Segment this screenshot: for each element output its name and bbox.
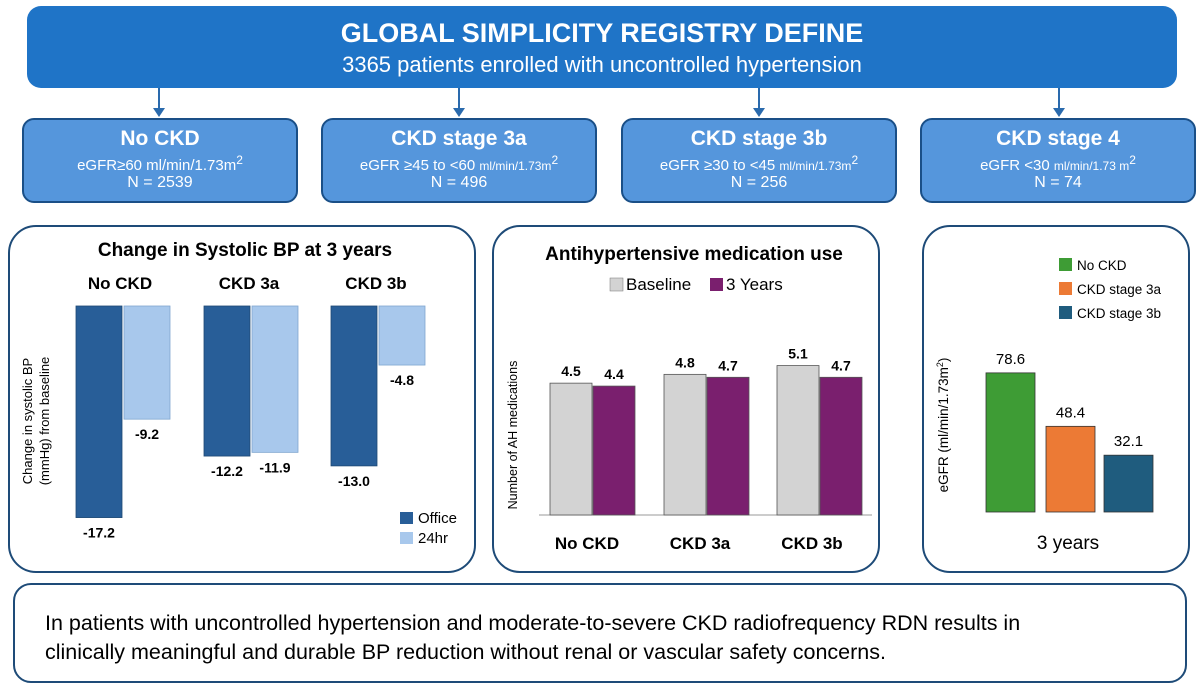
- meds-value-label: 4.7: [718, 357, 738, 373]
- legend-label-office: Office: [418, 510, 457, 527]
- sbp-panel: Change in Systolic BP at 3 years No CKD …: [8, 225, 476, 573]
- egfr-bar: [1103, 454, 1154, 513]
- meds-panel: Antihypertensive medication use Baseline…: [492, 225, 880, 573]
- group-count: N = 256: [730, 174, 788, 191]
- sbp-value-label: -17.2: [83, 525, 115, 541]
- conclusion-box: In patients with uncontrolled hypertensi…: [13, 583, 1187, 683]
- sbp-title: Change in Systolic BP at 3 years: [98, 240, 392, 261]
- legend-swatch-stage-3b: [1059, 306, 1072, 319]
- legend-label-stage-3b: CKD stage 3b: [1077, 306, 1161, 321]
- meds-chart: Antihypertensive medication use Baseline…: [506, 244, 872, 553]
- arrow-down-icon: [1053, 88, 1065, 117]
- meds-title: Antihypertensive medication use: [545, 244, 843, 265]
- sbp-ylabel: Change in systolic BP: [20, 358, 35, 484]
- legend-label-no-ckd: No CKD: [1077, 258, 1127, 273]
- group-name: CKD stage 3a: [391, 127, 527, 150]
- sbp-cat-label: CKD 3b: [345, 274, 406, 293]
- legend-label-24hr: 24hr: [418, 530, 448, 547]
- meds-value-label: 4.7: [831, 357, 851, 373]
- group-count: N = 74: [1034, 174, 1082, 191]
- legend-swatch-24hr: [400, 532, 413, 544]
- sbp-value-label: -9.2: [135, 426, 159, 442]
- group-name: No CKD: [120, 127, 200, 150]
- meds-value-label: 4.4: [604, 366, 624, 382]
- sbp-cat-label: No CKD: [88, 274, 152, 293]
- meds-bar-3-years: [706, 376, 750, 516]
- sbp-bar-24hr: [123, 305, 171, 420]
- sbp-cat-label: CKD 3a: [219, 274, 280, 293]
- registry-title: GLOBAL SIMPLICITY REGISTRY DEFINE: [340, 18, 864, 48]
- meds-value-label: 4.8: [675, 354, 695, 370]
- meds-cat-label: CKD 3a: [670, 534, 731, 553]
- meds-bar-3-years: [592, 385, 636, 516]
- arrow-down-icon: [753, 88, 765, 117]
- group-egfr: eGFR≥60 ml/min/1.73m2: [77, 153, 243, 174]
- meds-bar-3-years: [819, 376, 863, 516]
- legend-swatch-3years: [710, 278, 723, 291]
- meds-bar-baseline: [549, 382, 593, 516]
- group-egfr: eGFR ≥45 to <60 ml/min/1.73m2: [359, 153, 559, 174]
- arrow-down-icon: [453, 88, 465, 117]
- sbp-bar-24hr: [378, 305, 426, 366]
- group-egfr: eGFR ≥30 to <45 ml/min/1.73m2: [659, 153, 859, 174]
- sbp-value-label: -13.0: [338, 473, 370, 489]
- group-no-ckd: No CKD eGFR≥60 ml/min/1.73m2 N = 2539: [22, 118, 298, 203]
- meds-cat-label: No CKD: [555, 534, 619, 553]
- conclusion-line: In patients with uncontrolled hypertensi…: [45, 611, 1021, 635]
- group-count: N = 2539: [127, 174, 193, 191]
- legend-swatch-no-ckd: [1059, 258, 1072, 271]
- egfr-ylabel: eGFR (ml/min/1.73m2): [935, 358, 951, 493]
- legend-label-baseline: Baseline: [626, 275, 691, 294]
- sbp-bar-24hr: [251, 305, 299, 453]
- meds-bar-baseline: [776, 365, 820, 516]
- sbp-bar-office: [203, 305, 251, 457]
- egfr-value-label: 32.1: [1114, 433, 1143, 450]
- egfr-bar: [1045, 425, 1096, 513]
- arrow-down-icon: [153, 88, 165, 117]
- sbp-value-label: -12.2: [211, 463, 243, 479]
- egfr-bar: [985, 372, 1036, 513]
- meds-bar-baseline: [663, 373, 707, 516]
- egfr-chart: No CKD CKD stage 3a CKD stage 3b eGFR (m…: [935, 258, 1162, 554]
- registry-header: GLOBAL SIMPLICITY REGISTRY DEFINE 3365 p…: [27, 6, 1177, 88]
- meds-value-label: 5.1: [788, 346, 808, 362]
- egfr-panel: No CKD CKD stage 3a CKD stage 3b eGFR (m…: [922, 225, 1190, 573]
- legend-label-3years: 3 Years: [726, 275, 783, 294]
- meds-value-label: 4.5: [561, 363, 581, 379]
- sbp-value-label: -11.9: [259, 459, 290, 475]
- group-count: N = 496: [430, 174, 488, 191]
- legend-label-stage-3a: CKD stage 3a: [1077, 282, 1162, 297]
- conclusion-line: clinically meaningful and durable BP red…: [45, 640, 886, 664]
- sbp-value-label: -4.8: [390, 372, 414, 388]
- egfr-xlabel: 3 years: [1037, 533, 1099, 554]
- meds-ylabel: Number of AH medications: [506, 361, 520, 510]
- sbp-bar-office: [75, 305, 123, 518]
- group-ckd-3b: CKD stage 3b eGFR ≥30 to <45 ml/min/1.73…: [621, 118, 897, 203]
- group-egfr: eGFR <30 ml/min/1.73 m2: [980, 153, 1136, 174]
- egfr-value-label: 78.6: [996, 351, 1025, 368]
- egfr-value-label: 48.4: [1056, 404, 1085, 421]
- meds-cat-label: CKD 3b: [781, 534, 842, 553]
- group-ckd-4: CKD stage 4 eGFR <30 ml/min/1.73 m2 N = …: [920, 118, 1196, 203]
- legend-swatch-baseline: [609, 277, 624, 292]
- group-name: CKD stage 3b: [690, 127, 828, 150]
- group-name: CKD stage 4: [996, 127, 1120, 150]
- group-ckd-3a: CKD stage 3a eGFR ≥45 to <60 ml/min/1.73…: [321, 118, 597, 203]
- sbp-chart: Change in Systolic BP at 3 years No CKD …: [20, 240, 457, 547]
- registry-subtitle: 3365 patients enrolled with uncontrolled…: [342, 52, 862, 77]
- sbp-bar-office: [330, 305, 378, 467]
- legend-swatch-stage-3a: [1059, 282, 1072, 295]
- legend-swatch-office: [400, 512, 413, 524]
- sbp-ylabel: (mmHg) from baseline: [37, 357, 52, 486]
